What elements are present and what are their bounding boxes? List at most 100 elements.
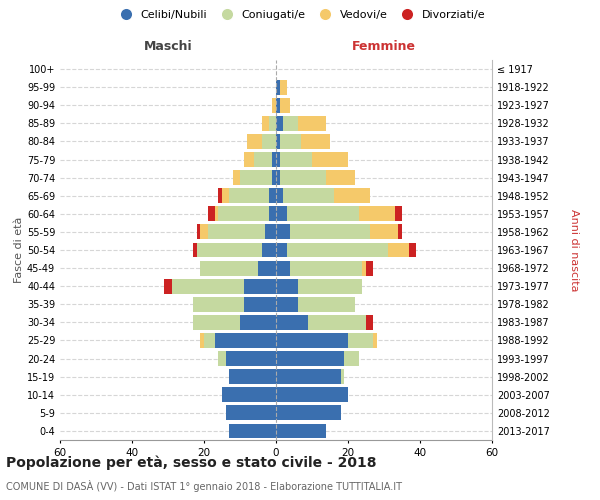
Bar — [218, 351, 226, 366]
Bar — [280, 98, 290, 112]
Bar — [290, 260, 362, 276]
Bar — [254, 152, 272, 167]
Bar — [193, 297, 244, 312]
Bar — [193, 242, 197, 258]
Bar — [244, 297, 276, 312]
Bar — [301, 134, 330, 149]
Bar — [208, 224, 265, 240]
Y-axis label: Anni di nascita: Anni di nascita — [569, 209, 579, 291]
Bar — [269, 188, 276, 203]
Bar — [276, 170, 280, 185]
Bar — [287, 206, 359, 221]
Bar — [226, 351, 276, 366]
Bar — [388, 242, 409, 258]
Bar — [276, 351, 344, 366]
Bar — [218, 188, 222, 203]
Bar — [276, 369, 341, 384]
Bar — [262, 134, 276, 149]
Bar — [258, 260, 276, 276]
Bar — [395, 206, 402, 221]
Bar — [298, 116, 326, 131]
Bar — [276, 98, 280, 112]
Bar — [362, 260, 366, 276]
Bar — [359, 206, 395, 221]
Bar — [287, 242, 388, 258]
Bar — [164, 279, 172, 293]
Bar — [215, 206, 218, 221]
Bar — [276, 388, 348, 402]
Bar — [276, 279, 298, 293]
Bar — [276, 188, 283, 203]
Bar — [197, 242, 262, 258]
Bar — [370, 224, 398, 240]
Bar — [276, 260, 290, 276]
Bar — [276, 297, 298, 312]
Bar — [341, 369, 344, 384]
Bar — [226, 406, 276, 420]
Bar — [283, 116, 298, 131]
Bar — [272, 152, 276, 167]
Bar — [366, 260, 373, 276]
Bar — [229, 424, 276, 438]
Bar — [222, 188, 229, 203]
Text: Femmine: Femmine — [352, 40, 416, 53]
Bar — [366, 315, 373, 330]
Bar — [276, 406, 341, 420]
Bar — [244, 152, 254, 167]
Bar — [276, 224, 290, 240]
Bar — [290, 224, 370, 240]
Bar — [244, 279, 276, 293]
Bar — [204, 333, 215, 348]
Bar — [276, 152, 280, 167]
Bar — [215, 333, 276, 348]
Bar — [344, 351, 359, 366]
Bar — [280, 80, 287, 94]
Bar — [298, 279, 362, 293]
Bar — [218, 206, 269, 221]
Bar — [272, 170, 276, 185]
Bar — [276, 134, 280, 149]
Bar — [229, 369, 276, 384]
Bar — [280, 134, 301, 149]
Bar — [409, 242, 416, 258]
Bar — [193, 315, 240, 330]
Bar — [398, 224, 402, 240]
Bar — [308, 315, 366, 330]
Bar — [276, 206, 287, 221]
Bar — [276, 424, 326, 438]
Bar — [280, 170, 326, 185]
Text: Popolazione per età, sesso e stato civile - 2018: Popolazione per età, sesso e stato civil… — [6, 455, 377, 469]
Bar — [240, 315, 276, 330]
Bar — [262, 242, 276, 258]
Bar — [373, 333, 377, 348]
Bar — [283, 188, 334, 203]
Bar — [298, 297, 355, 312]
Bar — [229, 188, 269, 203]
Bar — [200, 333, 204, 348]
Bar — [240, 170, 272, 185]
Bar — [276, 315, 308, 330]
Y-axis label: Fasce di età: Fasce di età — [14, 217, 24, 283]
Bar — [276, 333, 348, 348]
Bar — [312, 152, 348, 167]
Bar — [280, 152, 312, 167]
Bar — [269, 206, 276, 221]
Bar — [326, 170, 355, 185]
Bar — [348, 333, 373, 348]
Bar — [265, 224, 276, 240]
Text: Maschi: Maschi — [143, 40, 193, 53]
Bar — [272, 98, 276, 112]
Bar — [262, 116, 269, 131]
Bar — [200, 224, 208, 240]
Bar — [276, 116, 283, 131]
Bar — [276, 80, 280, 94]
Bar — [172, 279, 244, 293]
Bar — [197, 224, 200, 240]
Legend: Celibi/Nubili, Coniugati/e, Vedovi/e, Divorziati/e: Celibi/Nubili, Coniugati/e, Vedovi/e, Di… — [110, 6, 490, 25]
Text: COMUNE DI DASÀ (VV) - Dati ISTAT 1° gennaio 2018 - Elaborazione TUTTITALIA.IT: COMUNE DI DASÀ (VV) - Dati ISTAT 1° genn… — [6, 480, 402, 492]
Bar — [200, 260, 258, 276]
Bar — [269, 116, 276, 131]
Bar — [222, 388, 276, 402]
Bar — [276, 242, 287, 258]
Bar — [247, 134, 262, 149]
